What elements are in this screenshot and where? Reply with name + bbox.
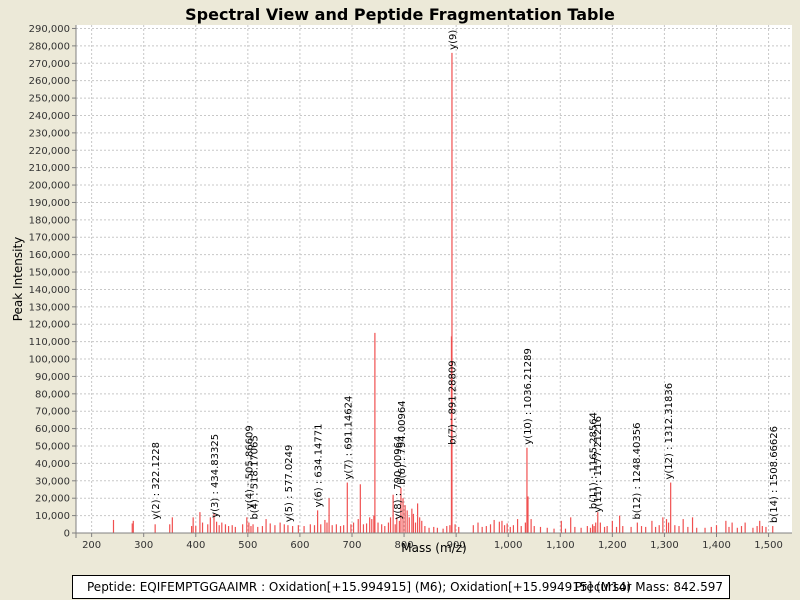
y-tick-label: 90,000 [35,372,70,383]
chart-title: Spectral View and Peptide Fragmentation … [185,5,615,24]
fragment-label: y(9) [448,30,459,50]
x-tick-label: 1,300 [650,540,679,551]
y-tick-label: 170,000 [29,233,70,244]
fragment-label: y(2) : 322.1228 [151,442,162,520]
axes: 0 10,000 20,000 30,000 40,000 50,000 60,000 70,… [29,24,792,551]
y-tick-label: 230,000 [29,128,70,139]
y-tick-label: 130,000 [29,302,70,313]
y-tick-label: 220,000 [29,146,70,157]
y-tick-label: 80,000 [35,389,70,400]
fragment-label: y(6) : 634.14771 [314,423,325,507]
x-tick-label: 500 [238,540,257,551]
fragment-label: b(7) : 891.28809 [448,360,459,444]
x-tick-label: 1,200 [598,540,627,551]
y-tick-label: 270,000 [29,59,70,70]
y-tick-label: 70,000 [35,407,70,418]
plot-area [76,25,792,533]
fragment-label: b(6) : 794.00964 [397,400,408,484]
x-tick-label: 1,000 [494,540,523,551]
y-tick-label: 280,000 [29,41,70,52]
fragment-label: b(12) : 1248.40356 [632,423,643,520]
fragment-annotations: y(2) : 322.1228 y(3) : 434.83325 y(4) : 50… [151,30,780,523]
x-tick-label: 200 [82,540,101,551]
fragment-label: y(3) : 434.83325 [210,434,221,518]
y-tick-label: 260,000 [29,76,70,87]
x-tick-label: 300 [134,540,153,551]
y-tick-label: 190,000 [29,198,70,209]
fragment-label: y(11) : 1177.21216 [593,416,604,513]
fragment-label: y(12) : 1312.31836 [664,383,675,480]
x-tick-label: 600 [290,540,309,551]
fragment-label: b(4) : 518.17065 [249,435,260,519]
y-tick-label: 20,000 [35,494,70,505]
y-tick-label: 120,000 [29,320,70,331]
fragment-label: y(5) : 577.0249 [284,445,295,523]
x-tick-label: 900 [447,540,466,551]
peak-bars [112,52,774,533]
fragment-label: b(11) : 1165.28564 [589,412,600,509]
grid [76,25,792,534]
y-tick-label: 240,000 [29,111,70,122]
y-tick-label: 200,000 [29,181,70,192]
peptide-info-box: Peptide: EQIFEMPTGGAAIMR : Oxidation[+15… [72,575,730,599]
fragment-label: b(14) : 1508.66626 [769,426,780,523]
y-axis-label: Peak Intensity [11,237,25,322]
y-tick-label: 210,000 [29,163,70,174]
y-tick-label: 150,000 [29,268,70,279]
fragment-label: y(8) : 790.00964 [393,436,404,520]
y-tick-label: 140,000 [29,285,70,296]
y-tick-label: 40,000 [35,459,70,470]
y-tick-label: 50,000 [35,442,70,453]
y-tick-label: 100,000 [29,355,70,366]
fragment-label: y(4) : 505.86609 [245,425,256,509]
y-tick-label: 60,000 [35,424,70,435]
x-axis-label: Mass (m/z) [401,541,466,555]
x-tick-label: 800 [395,540,414,551]
x-tick-label: 400 [186,540,205,551]
fragment-label: y(10) : 1036.21289 [523,348,534,445]
fragment-label: y(7) : 691.14624 [343,396,354,480]
y-tick-label: 180,000 [29,215,70,226]
x-tick-label: 700 [342,540,361,551]
y-tick-label: 160,000 [29,250,70,261]
peptide-text: Peptide: EQIFEMPTGGAAIMR : Oxidation[+15… [87,580,632,594]
y-tick-label: 110,000 [29,337,70,348]
y-tick-label: 0 [64,529,70,540]
y-tick-label: 30,000 [35,476,70,487]
precursor-mass-text: Precursor Mass: 842.597 [574,580,723,594]
y-tick-label: 250,000 [29,94,70,105]
x-tick-label: 1,400 [702,540,731,551]
y-tick-label: 10,000 [35,511,70,522]
x-tick-label: 1,100 [546,540,575,551]
y-tick-label: 290,000 [29,24,70,35]
x-tick-label: 1,500 [754,540,783,551]
